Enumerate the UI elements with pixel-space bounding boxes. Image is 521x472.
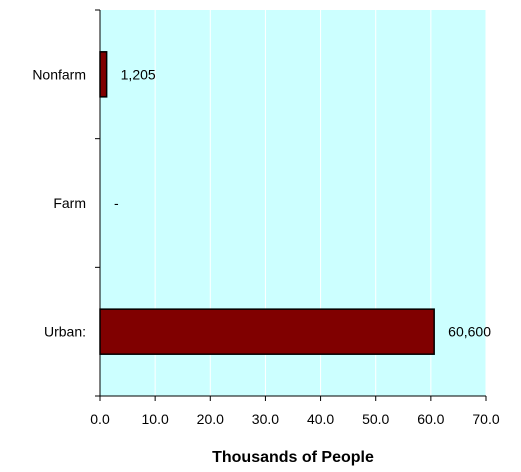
bars: [99, 51, 435, 355]
data-label: -: [114, 195, 119, 211]
category-label: Nonfarm: [32, 66, 86, 82]
data-labels: 60,600 - 1,205: [114, 66, 491, 339]
x-tick-label: 40.0: [307, 411, 334, 427]
data-label: 60,600: [448, 324, 491, 340]
x-tick-labels: 0.0 10.0 20.0 30.0 40.0 50.0 60.0 70.0: [90, 411, 500, 427]
x-tick-label: 70.0: [472, 411, 499, 427]
x-tick-label: 50.0: [362, 411, 389, 427]
bar: [99, 308, 435, 355]
bar: [99, 51, 108, 98]
x-axis-title: Thousands of People: [212, 449, 374, 466]
x-tick-label: 60.0: [417, 411, 444, 427]
x-tick-label: 20.0: [197, 411, 224, 427]
category-labels: Urban: Farm Nonfarm: [32, 66, 86, 339]
data-label: 1,205: [121, 66, 156, 82]
x-tick-label: 30.0: [252, 411, 279, 427]
category-label: Urban:: [44, 324, 86, 340]
x-tick-label: 0.0: [90, 411, 110, 427]
axes: [95, 9, 487, 401]
x-tick-label: 10.0: [142, 411, 169, 427]
category-label: Farm: [53, 195, 86, 211]
